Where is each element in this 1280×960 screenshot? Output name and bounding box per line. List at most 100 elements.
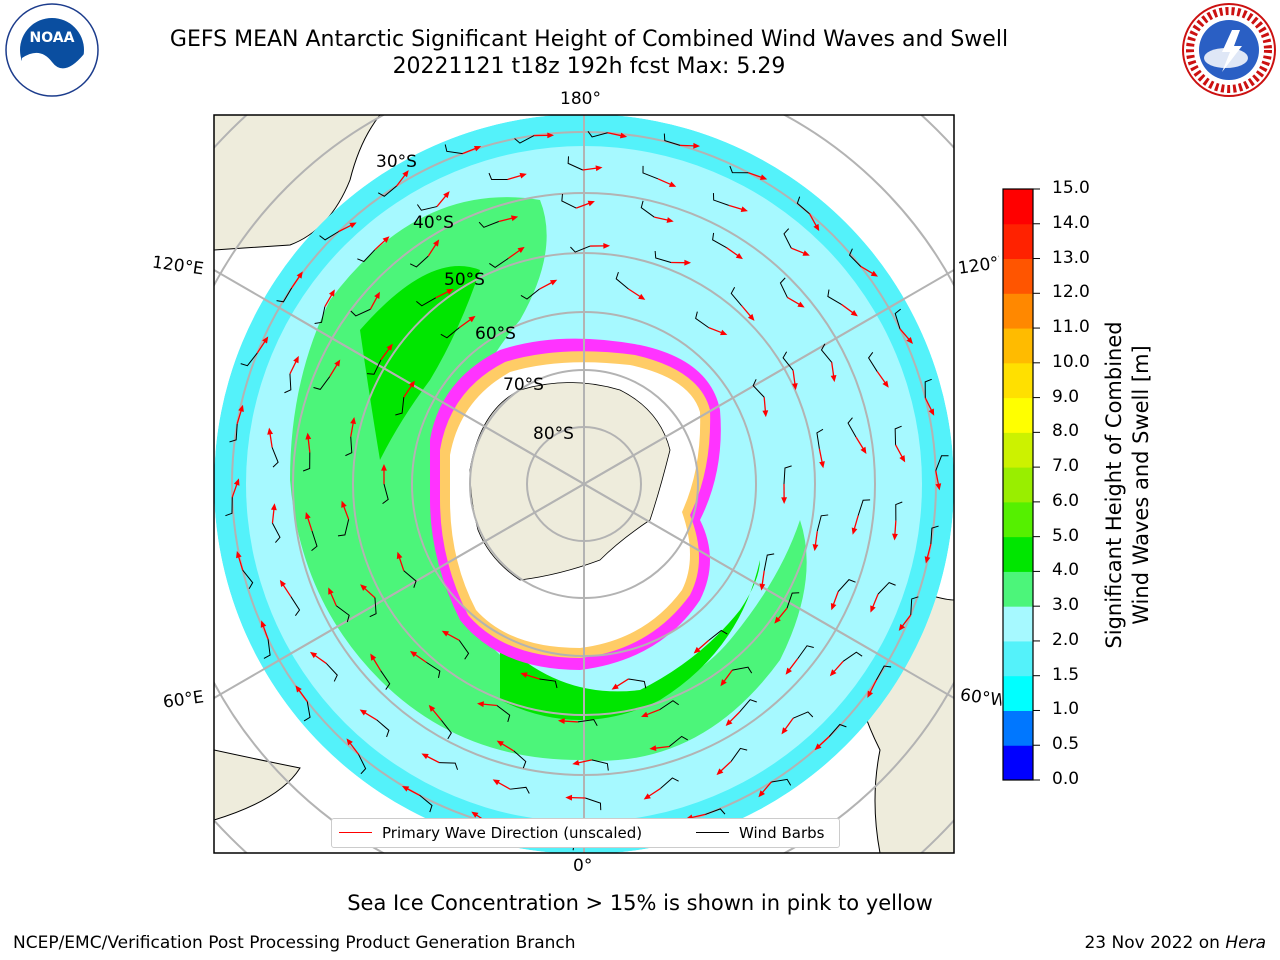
wave-arrow-shaft [648,788,661,797]
colorbar-tick-label: 0.5 [1052,734,1080,755]
wind-barb [659,700,679,711]
wave-arrow-head [758,790,765,798]
wind-barb [276,287,293,303]
wave-arrow-head [305,511,311,520]
colorbar-tick-label: 14.0 [1052,212,1090,233]
wind-barb [488,172,508,181]
wave-arrow-shaft [364,587,376,599]
wave-arrow-shaft [784,717,794,730]
map-frame [213,114,955,854]
colorbar-tick-label: 1.5 [1052,664,1080,685]
wave-arrow-shaft [729,711,741,723]
wave-arrow-shaft [808,213,817,227]
wave-arrow-head [267,427,274,435]
wave-arrow-head [924,556,931,564]
wind-barb [395,397,405,416]
wave-arrow-head [305,432,312,440]
wave-arrow-shaft [271,509,275,524]
wind-barb [895,501,903,521]
wave-arrow-shaft [291,276,300,289]
wave-arrow-shaft [787,296,800,306]
wind-barb [577,719,598,726]
colorbar-block [1003,362,1033,399]
wave-arrow-shaft [575,202,590,209]
wave-arrow-head [720,679,727,687]
colorbar-block [1003,501,1033,538]
wind-barb [444,144,463,155]
wave-arrow-head [759,583,766,591]
wave-arrow-shaft [748,172,762,178]
colorbar-tick-label: 9.0 [1052,386,1080,407]
colorbar-tick-label: 1.0 [1052,699,1080,720]
wind-barb [585,797,602,811]
wave-arrow-shaft [726,247,739,257]
wind-barb [712,232,727,249]
wind-barb [730,287,742,306]
wave-arrow-head [830,602,837,611]
wind-barb [337,519,350,537]
wave-arrow-shaft [338,224,352,233]
wave-arrow-shaft [855,436,864,450]
wave-arrow-shaft [841,304,854,314]
wave-arrow-head [603,242,611,249]
wave-arrow-head [396,551,403,560]
wind-barb [910,596,919,615]
lat-label-80s: 80°S [533,424,574,444]
lat-label-40s: 40°S [413,213,454,233]
wave-arrow-head [510,215,519,222]
colorbar-tick-label: 15.0 [1052,178,1090,198]
wave-arrow-shaft [427,244,437,257]
wave-arrow-shaft [723,669,733,682]
wind-barb [358,754,367,775]
wind-barb [313,376,331,390]
wave-arrow-head [587,200,595,207]
wave-arrow-head [892,533,898,541]
wave-arrow-shaft [728,204,743,211]
wind-barb [419,794,433,813]
colorbar-tick-label: 6.0 [1052,490,1080,511]
wave-arrow-shaft [462,147,476,155]
wave-arrow-shaft [761,570,765,585]
wind-barb [311,530,318,552]
wave-arrow-head [740,206,748,213]
wind-barb [739,699,757,713]
colorbar-block [1003,571,1033,607]
wind-barb [225,497,233,517]
wave-arrow-shaft [646,709,660,716]
wind-barb [828,723,847,737]
wave-arrow-head [649,745,657,751]
wind-barb [827,289,842,305]
wave-arrow-shaft [761,781,772,794]
wave-arrow-shaft [607,132,622,137]
wave-arrow-shaft [926,543,932,558]
wave-arrow-head [386,343,393,351]
wind-barb [712,193,729,206]
wind-barb [642,165,659,180]
wave-arrow-shaft [818,448,823,463]
colorbar-block [1003,536,1033,572]
wave-arrow-head [802,250,810,256]
wave-arrow-head [797,301,805,308]
wave-arrow-shaft [628,288,641,298]
wave-arrow-shaft [654,216,669,221]
wind-barb [730,747,748,762]
wave-arrow-shaft [869,679,877,693]
colorbar-tick-label: 12.0 [1052,282,1090,303]
wind-barb [242,569,254,589]
wave-arrow-shaft [458,318,472,329]
wave-arrow-head [382,236,390,243]
wind-barb [763,553,775,571]
wave-arrow-head [408,380,415,388]
wave-arrow-head [402,170,409,178]
wave-arrow-head [595,165,603,172]
wave-arrow-head [468,315,476,323]
wind-barb [325,663,338,682]
wind-barb [403,570,417,588]
wave-arrow-shaft [369,296,378,310]
colorbar-block [1003,397,1033,433]
wind-barb [458,640,470,660]
wind-barb [640,200,655,218]
wave-arrow-head [346,738,353,746]
colorbar-block [1003,328,1033,364]
